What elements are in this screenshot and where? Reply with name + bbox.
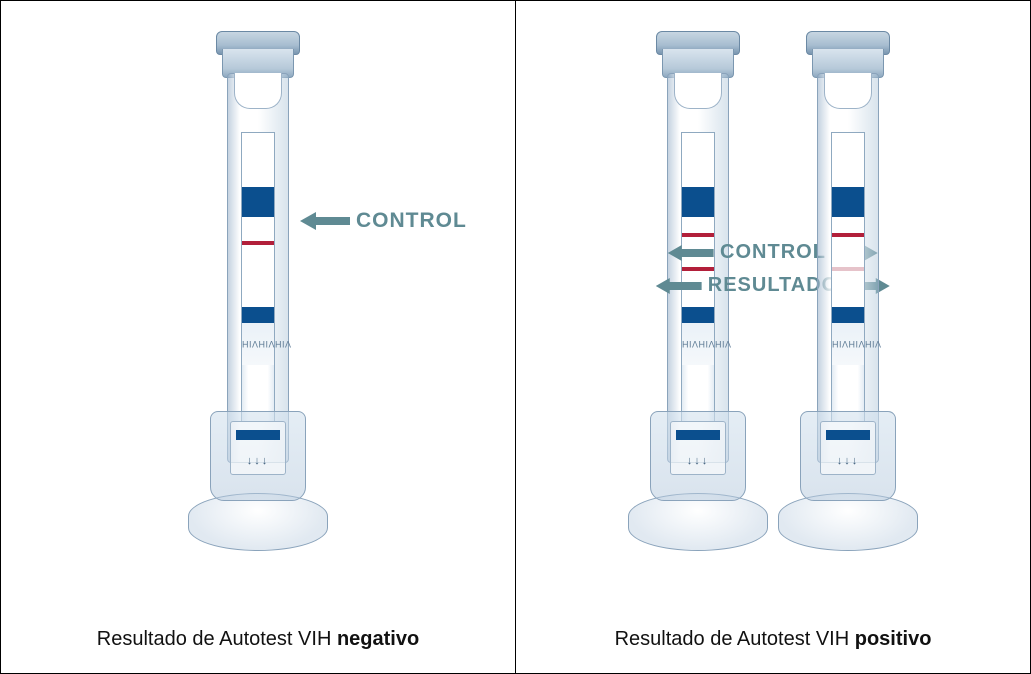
hiv-text: HIV (699, 339, 716, 349)
base-arrows-icon: ↓↓↓ (247, 455, 270, 467)
result-line-faint (832, 267, 864, 271)
tube-body: HIV HIV HIV (227, 73, 289, 463)
device-positive-faint: HIV HIV HIV ↓↓↓ (793, 31, 903, 571)
label-control-negative: CONTROL (300, 209, 467, 233)
base-window: ↓↓↓ (230, 421, 286, 475)
base-plate (188, 493, 328, 551)
strip-blue-band-upper (832, 187, 864, 217)
control-line (832, 233, 864, 237)
tube-window (234, 73, 282, 109)
base-window: ↓↓↓ (670, 421, 726, 475)
panel-negative: HIV HIV HIV ↓↓↓ (1, 1, 516, 673)
test-strip-positive-faint: HIV HIV HIV (831, 132, 865, 422)
test-strip-negative: HIV HIV HIV (241, 132, 275, 422)
strip-blue-band-lower (682, 307, 714, 323)
panel-positive-body: HIV HIV HIV ↓↓↓ (516, 1, 1030, 610)
caption-positive: Resultado de Autotest VIH positivo (605, 610, 942, 673)
base-plate (778, 493, 918, 551)
tube-window (674, 73, 722, 109)
device-base: ↓↓↓ (778, 411, 918, 551)
hiv-text: HIV (275, 339, 292, 349)
caption-prefix: Resultado de Autotest VIH (97, 628, 337, 650)
strip-blue-band-upper (682, 187, 714, 217)
strip-blue-band-upper (242, 187, 274, 217)
hiv-text: HIV (259, 339, 276, 349)
strip-hiv-label-zone: HIV HIV HIV (832, 323, 864, 365)
tube-cap (662, 31, 734, 77)
strip-blue-band-lower (242, 307, 274, 323)
hiv-text: HIV (715, 339, 732, 349)
caption-bold: negativo (337, 628, 419, 650)
comparison-container: HIV HIV HIV ↓↓↓ (0, 0, 1031, 674)
strip-top-zone (682, 133, 714, 187)
device-positive-strong: HIV HIV HIV ↓↓↓ (643, 31, 753, 571)
device-negative: HIV HIV HIV ↓↓↓ (203, 31, 313, 571)
panel-negative-body: HIV HIV HIV ↓↓↓ (1, 1, 515, 610)
device-base: ↓↓↓ (628, 411, 768, 551)
strip-hiv-label-zone: HIV HIV HIV (682, 323, 714, 365)
caption-negative: Resultado de Autotest VIH negativo (87, 610, 429, 673)
control-line (682, 233, 714, 237)
strip-top-zone (242, 133, 274, 187)
control-line (242, 241, 274, 245)
tube-window (824, 73, 872, 109)
label-control-text: CONTROL (356, 209, 467, 233)
tube-cap (812, 31, 884, 77)
tube-body: HIV HIV HIV (817, 73, 879, 463)
arrow-left-icon (656, 276, 702, 296)
hiv-text: HIV (849, 339, 866, 349)
caption-bold: positivo (855, 628, 932, 650)
base-band (236, 430, 279, 440)
base-band (826, 430, 869, 440)
hiv-text: HIV (242, 339, 259, 349)
strip-blue-band-lower (832, 307, 864, 323)
strip-top-zone (832, 133, 864, 187)
strip-result-zone (242, 217, 274, 307)
caption-prefix: Resultado de Autotest VIH (615, 628, 855, 650)
base-band (676, 430, 719, 440)
positive-devices-row: HIV HIV HIV ↓↓↓ (516, 31, 1030, 571)
hiv-text: HIV (682, 339, 699, 349)
panel-positive: HIV HIV HIV ↓↓↓ (516, 1, 1030, 673)
arrow-left-icon (300, 210, 350, 232)
arrow-left-icon (668, 243, 714, 263)
device-base: ↓↓↓ (188, 411, 328, 551)
strip-result-zone (832, 217, 864, 307)
strip-hiv-label-zone: HIV HIV HIV (242, 323, 274, 365)
base-plate (628, 493, 768, 551)
hiv-text: HIV (865, 339, 882, 349)
hiv-text: HIV (832, 339, 849, 349)
tube-cap (222, 31, 294, 77)
base-arrows-icon: ↓↓↓ (837, 455, 860, 467)
base-arrows-icon: ↓↓↓ (687, 455, 710, 467)
base-window: ↓↓↓ (820, 421, 876, 475)
